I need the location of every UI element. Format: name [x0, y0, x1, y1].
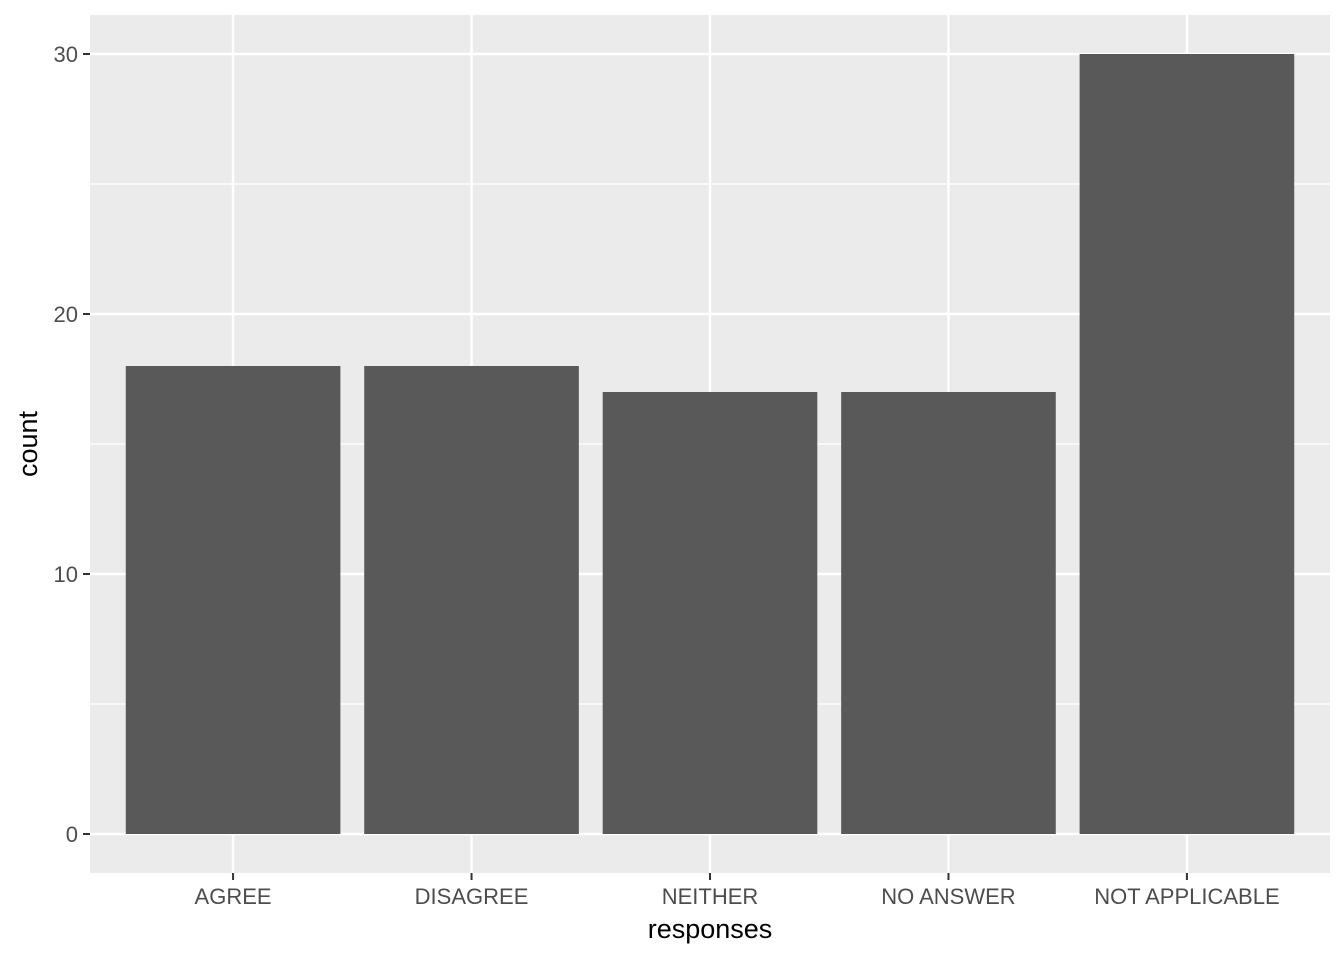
- x-tick-label: AGREE: [195, 884, 272, 909]
- y-axis-title: count: [13, 410, 43, 477]
- bar-not-applicable: [1079, 54, 1295, 834]
- y-tick-label: 20: [54, 302, 78, 327]
- bar-agree: [125, 366, 341, 834]
- x-tick-label: NEITHER: [662, 884, 759, 909]
- y-tick-label: 30: [54, 42, 78, 67]
- x-tick-label: DISAGREE: [415, 884, 529, 909]
- bars: [125, 54, 1295, 834]
- x-tick-label: NO ANSWER: [881, 884, 1015, 909]
- x-tick-label: NOT APPLICABLE: [1094, 884, 1279, 909]
- bar-neither: [602, 392, 818, 834]
- y-tick-label: 10: [54, 562, 78, 587]
- y-axis: 0 10 20 30: [54, 42, 90, 847]
- y-tick-label: 0: [66, 822, 78, 847]
- bar-disagree: [364, 366, 579, 834]
- x-axis-title: responses: [648, 914, 773, 944]
- x-axis: AGREE DISAGREE NEITHER NO ANSWER NOT APPLICA…: [195, 873, 1280, 909]
- bar-no-answer: [841, 392, 1056, 834]
